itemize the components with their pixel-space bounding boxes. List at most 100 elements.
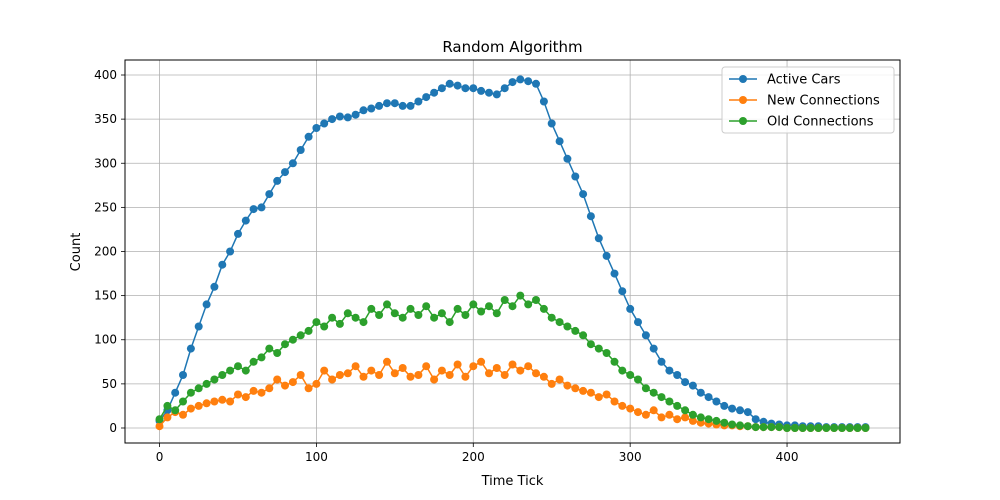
data-point-old-connections — [751, 423, 760, 432]
data-point-old-connections — [202, 379, 211, 388]
data-point-active-cars — [179, 371, 187, 379]
legend-label: New Connections — [767, 94, 880, 109]
data-point-old-connections — [398, 313, 407, 322]
data-point-new-connections — [359, 372, 368, 381]
data-point-active-cars — [602, 251, 611, 260]
data-point-old-connections — [453, 304, 462, 313]
data-point-active-cars — [469, 84, 478, 93]
data-point-active-cars — [579, 190, 588, 199]
data-point-active-cars — [736, 406, 744, 415]
data-point-active-cars — [406, 101, 415, 110]
data-point-active-cars — [430, 88, 439, 97]
data-point-active-cars — [328, 115, 337, 124]
x-tick-label: 200 — [462, 450, 485, 464]
data-point-new-connections — [257, 388, 266, 397]
data-point-old-connections — [500, 296, 509, 304]
data-point-old-connections — [547, 313, 556, 322]
data-point-old-connections — [853, 424, 862, 432]
data-point-old-connections — [806, 424, 815, 432]
data-point-old-connections — [696, 413, 705, 422]
data-point-old-connections — [610, 357, 619, 366]
data-point-active-cars — [516, 75, 525, 84]
data-point-new-connections — [579, 386, 588, 395]
data-point-old-connections — [171, 406, 180, 415]
data-point-new-connections — [320, 366, 329, 375]
data-point-active-cars — [508, 78, 517, 87]
data-point-old-connections — [163, 401, 172, 410]
data-point-new-connections — [304, 384, 313, 393]
data-point-active-cars — [688, 381, 697, 390]
data-point-active-cars — [194, 322, 203, 331]
data-point-active-cars — [547, 119, 556, 128]
legend-marker — [739, 75, 747, 83]
data-point-active-cars — [626, 304, 635, 313]
x-axis-label: Time Tick — [481, 474, 544, 489]
data-point-old-connections — [720, 418, 729, 427]
data-point-old-connections — [343, 309, 352, 318]
data-point-old-connections — [555, 318, 564, 327]
data-point-old-connections — [257, 353, 266, 362]
data-point-old-connections — [375, 311, 384, 319]
data-point-active-cars — [257, 203, 266, 212]
data-point-active-cars — [445, 79, 454, 88]
data-point-active-cars — [273, 176, 282, 185]
data-point-old-connections — [634, 375, 642, 384]
data-point-old-connections — [759, 423, 768, 432]
chart-title: Random Algorithm — [442, 38, 582, 56]
data-point-old-connections — [822, 424, 831, 432]
data-point-old-connections — [704, 415, 713, 424]
data-point-new-connections — [602, 390, 611, 399]
data-point-old-connections — [641, 384, 650, 393]
data-point-new-connections — [241, 393, 250, 402]
data-point-new-connections — [367, 366, 376, 375]
data-point-new-connections — [234, 390, 242, 399]
legend-entry-active-cars: Active Cars — [729, 73, 841, 88]
data-point-old-connections — [288, 335, 297, 344]
legend-box — [721, 66, 895, 134]
data-point-new-connections — [288, 378, 297, 387]
data-point-active-cars — [555, 137, 564, 146]
data-point-new-connections — [226, 397, 235, 406]
data-point-active-cars — [343, 113, 352, 122]
legend-entries: Active Cars New Connections Old Connection… — [729, 73, 880, 130]
data-point-new-connections — [414, 371, 423, 379]
data-point-new-connections — [532, 369, 540, 378]
data-point-new-connections — [422, 362, 431, 371]
legend-entry-new-connections: New Connections — [729, 94, 880, 109]
data-point-old-connections — [712, 416, 721, 425]
data-point-new-connections — [477, 357, 486, 366]
data-point-old-connections — [618, 366, 627, 375]
data-point-old-connections — [838, 424, 846, 432]
x-tick-label: 0 — [156, 450, 164, 464]
legend-marker — [739, 96, 747, 104]
data-point-active-cars — [226, 247, 235, 256]
data-point-old-connections — [469, 300, 478, 309]
y-tick-label: 50 — [102, 377, 117, 391]
data-point-old-connections — [657, 393, 666, 402]
data-point-active-cars — [586, 212, 595, 221]
data-point-new-connections — [281, 381, 289, 390]
legend-label: Old Connections — [767, 115, 874, 130]
data-point-active-cars — [641, 331, 650, 340]
legend: Active Cars New Connections Old Connection… — [721, 66, 895, 134]
data-point-old-connections — [579, 331, 588, 340]
data-point-old-connections — [767, 423, 776, 432]
data-point-new-connections — [328, 375, 337, 384]
data-point-active-cars — [390, 99, 399, 108]
data-point-active-cars — [304, 132, 313, 141]
data-point-new-connections — [437, 366, 446, 375]
data-point-old-connections — [861, 424, 870, 432]
data-point-new-connections — [649, 406, 658, 415]
data-point-old-connections — [508, 302, 517, 311]
data-point-old-connections — [430, 313, 439, 322]
data-point-old-connections — [673, 401, 682, 410]
data-point-active-cars — [288, 159, 297, 168]
data-point-old-connections — [649, 388, 658, 397]
data-point-old-connections — [422, 302, 431, 311]
y-tick-label: 400 — [94, 68, 117, 82]
data-point-old-connections — [524, 300, 533, 309]
data-point-active-cars — [610, 269, 619, 278]
data-point-active-cars — [477, 86, 486, 95]
grid — [125, 60, 900, 443]
